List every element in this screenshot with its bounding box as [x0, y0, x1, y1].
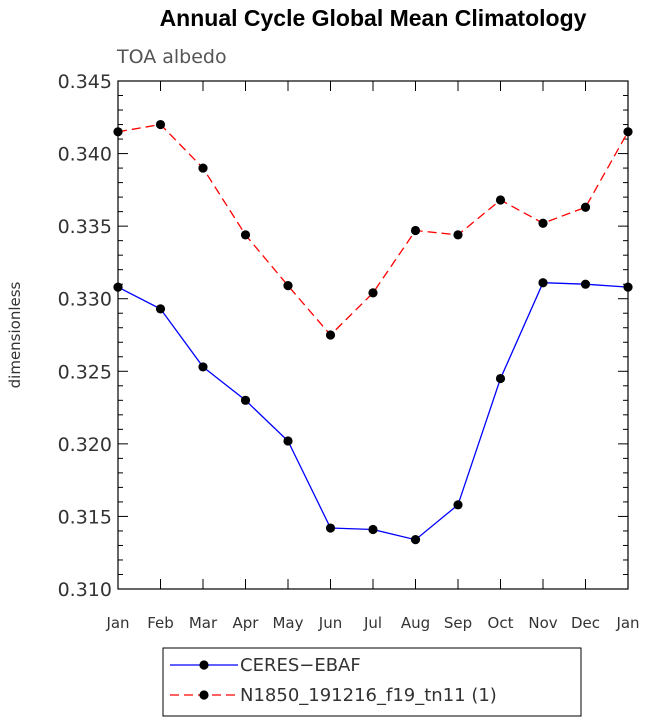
legend: CERES−EBAF N1850_191216_f19_tn11 (1)	[162, 647, 582, 717]
data-point	[495, 373, 506, 384]
legend-label-n1850: N1850_191216_f19_tn11 (1)	[240, 685, 497, 706]
chart-subtitle: TOA albedo	[116, 46, 227, 68]
data-point	[368, 288, 378, 298]
y-tick-label: 0.330	[58, 289, 112, 311]
data-point	[410, 225, 421, 236]
y-tick-label: 0.310	[58, 579, 112, 601]
plot-series	[113, 119, 633, 545]
data-point	[283, 436, 293, 446]
data-point	[538, 218, 548, 228]
data-point	[155, 119, 166, 130]
x-tick-label: Jan	[615, 614, 639, 632]
y-tick-label: 0.315	[58, 506, 112, 528]
y-tick-label: 0.325	[58, 361, 112, 383]
x-tick-label: Aug	[401, 614, 430, 632]
x-tick-label: Sep	[444, 614, 472, 632]
data-point	[580, 202, 591, 212]
x-tick-label: May	[272, 614, 303, 632]
data-point	[113, 282, 123, 292]
data-point	[240, 230, 251, 240]
y-axis-label: dimensionless	[6, 281, 24, 388]
data-point	[453, 230, 463, 240]
data-point	[538, 278, 548, 288]
x-tick-label: Mar	[189, 614, 218, 632]
legend-marker-n1850	[199, 690, 209, 700]
data-point	[623, 282, 633, 292]
data-point	[283, 281, 293, 291]
y-tick-label: 0.340	[58, 144, 112, 166]
x-tick-label: Dec	[571, 614, 600, 632]
y-tick-label: 0.320	[58, 434, 112, 456]
series-line-0	[117, 282, 629, 541]
y-tick-label: 0.335	[58, 216, 112, 238]
x-tick-label: Apr	[233, 614, 260, 632]
plot-frame	[117, 80, 629, 590]
data-point	[113, 127, 123, 137]
data-point	[240, 395, 251, 405]
data-point	[410, 535, 421, 545]
data-point	[198, 362, 208, 372]
x-axis: Jan Feb Mar Apr May Jun Jul Aug Sep Oct Nov Dec Jan	[105, 81, 640, 632]
data-point	[495, 195, 506, 205]
series-line-1	[117, 123, 629, 336]
x-tick-label: Jun	[318, 614, 342, 632]
legend-label-ceres-ebaf: CERES−EBAF	[240, 655, 361, 676]
x-tick-label: Nov	[528, 614, 557, 632]
x-tick-label: Jan	[105, 614, 129, 632]
chart-title: Annual Cycle Global Mean Climatology	[160, 5, 587, 31]
x-tick-label: Jul	[363, 614, 382, 632]
legend-box	[162, 647, 582, 717]
data-point	[623, 127, 633, 137]
legend-marker-ceres-ebaf	[199, 660, 209, 670]
y-tick-label: 0.345	[58, 71, 112, 93]
data-point	[580, 279, 591, 289]
data-point	[325, 330, 336, 340]
x-tick-label: Oct	[488, 614, 514, 632]
y-axis: 0.310 0.315 0.320 0.325 0.330 0.335 0.340 0.345	[58, 71, 628, 601]
data-point	[198, 163, 208, 173]
data-point	[453, 500, 463, 510]
data-point	[368, 524, 378, 535]
data-point	[325, 523, 336, 533]
data-point	[155, 304, 166, 314]
x-tick-label: Feb	[147, 614, 174, 632]
